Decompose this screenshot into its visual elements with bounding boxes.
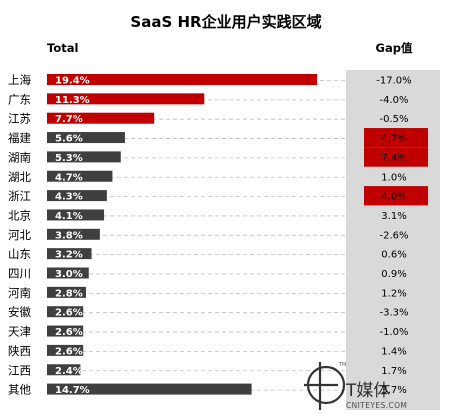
total-bar [47, 344, 84, 356]
total-bar-label: 5.3% [55, 153, 83, 164]
total-bar [47, 267, 89, 279]
gap-value-label: 0.6% [381, 250, 406, 261]
gap-value-label: 1.2% [381, 288, 406, 299]
gap-value-label: 0.9% [381, 269, 406, 280]
category-label: 上海 [8, 73, 31, 87]
gap-value-label: 4.0% [381, 192, 406, 203]
category-label: 天津 [8, 325, 31, 339]
category-label: 陕西 [8, 344, 31, 358]
total-bar-label: 2.6% [55, 346, 83, 357]
total-bar [47, 286, 86, 298]
total-bar [47, 209, 105, 221]
gap-value-label: 3.1% [381, 211, 406, 222]
total-bar-label: 3.2% [55, 250, 83, 261]
gap-highlight-cell [364, 147, 428, 167]
category-label: 浙江 [8, 189, 31, 203]
total-bar-label: 2.6% [55, 327, 83, 338]
total-bar-label: 5.6% [55, 134, 83, 145]
total-bar-label: 19.4% [55, 76, 90, 87]
total-column-header: Total [47, 41, 78, 55]
gap-value-label: -3.3% [379, 308, 408, 319]
total-bar [47, 170, 113, 182]
gap-highlight-cell [364, 186, 428, 206]
category-label: 江苏 [8, 112, 31, 126]
gap-column-header: Gap值 [376, 41, 413, 55]
total-bar-label: 14.7% [55, 385, 90, 396]
category-label: 福建 [8, 131, 31, 145]
total-bar [47, 306, 84, 318]
total-bar [47, 190, 107, 202]
category-label: 河南 [8, 286, 31, 300]
gap-highlight-cell [364, 128, 428, 148]
gap-value-label: 7.4% [381, 153, 406, 164]
total-bar-label: 2.4% [55, 366, 83, 377]
total-bar [47, 228, 100, 240]
category-label: 四川 [8, 267, 31, 281]
category-label: 河北 [8, 228, 31, 242]
category-label: 北京 [8, 208, 31, 222]
total-bar-label: 2.6% [55, 308, 83, 319]
total-bar-label: 4.7% [55, 172, 83, 183]
category-label: 江西 [8, 363, 31, 377]
gap-value-label: 4.7% [381, 134, 406, 145]
total-bar-label: 4.1% [55, 211, 83, 222]
gap-value-label: 1.4% [381, 346, 406, 357]
gap-value-label: -4.0% [379, 95, 408, 106]
watermark-tm: TM [338, 362, 346, 368]
gap-value-label: 1.0% [381, 172, 406, 183]
gap-value-label: 3.7% [381, 385, 406, 396]
category-label: 山东 [8, 247, 31, 261]
category-label: 湖南 [8, 150, 31, 164]
total-bar-label: 2.8% [55, 288, 83, 299]
total-bar-label: 11.3% [55, 95, 90, 106]
gap-value-label: -2.6% [379, 230, 408, 241]
total-bar [47, 93, 205, 105]
category-label: 广东 [8, 92, 31, 106]
total-bar [47, 325, 84, 337]
watermark: TM T媒体 CNITEYES.COM [304, 362, 407, 410]
total-bar [47, 74, 317, 85]
gap-value-label: 1.7% [381, 366, 406, 377]
chart-title: SaaS HR企业用户实践区域 [130, 13, 321, 31]
total-bar-label: 3.8% [55, 230, 83, 241]
total-bar [47, 248, 92, 260]
total-bar [47, 151, 121, 163]
gap-panel [346, 70, 440, 410]
watermark-site: CNITEYES.COM [346, 401, 407, 410]
total-bar-label: 3.0% [55, 269, 83, 280]
total-bar-label: 4.3% [55, 192, 83, 203]
total-bar-label: 7.7% [55, 114, 83, 125]
total-bar [47, 132, 125, 144]
total-bar [47, 364, 81, 376]
category-label: 湖北 [8, 170, 31, 184]
gap-value-label: -17.0% [376, 76, 411, 87]
category-label: 安徽 [8, 305, 31, 319]
category-label: 其他 [8, 383, 31, 397]
gap-value-label: -1.0% [379, 327, 408, 338]
total-bar [47, 112, 155, 124]
watermark-brand: T媒体 [345, 381, 390, 401]
gap-value-label: -0.5% [379, 114, 408, 125]
total-bar [47, 383, 252, 395]
